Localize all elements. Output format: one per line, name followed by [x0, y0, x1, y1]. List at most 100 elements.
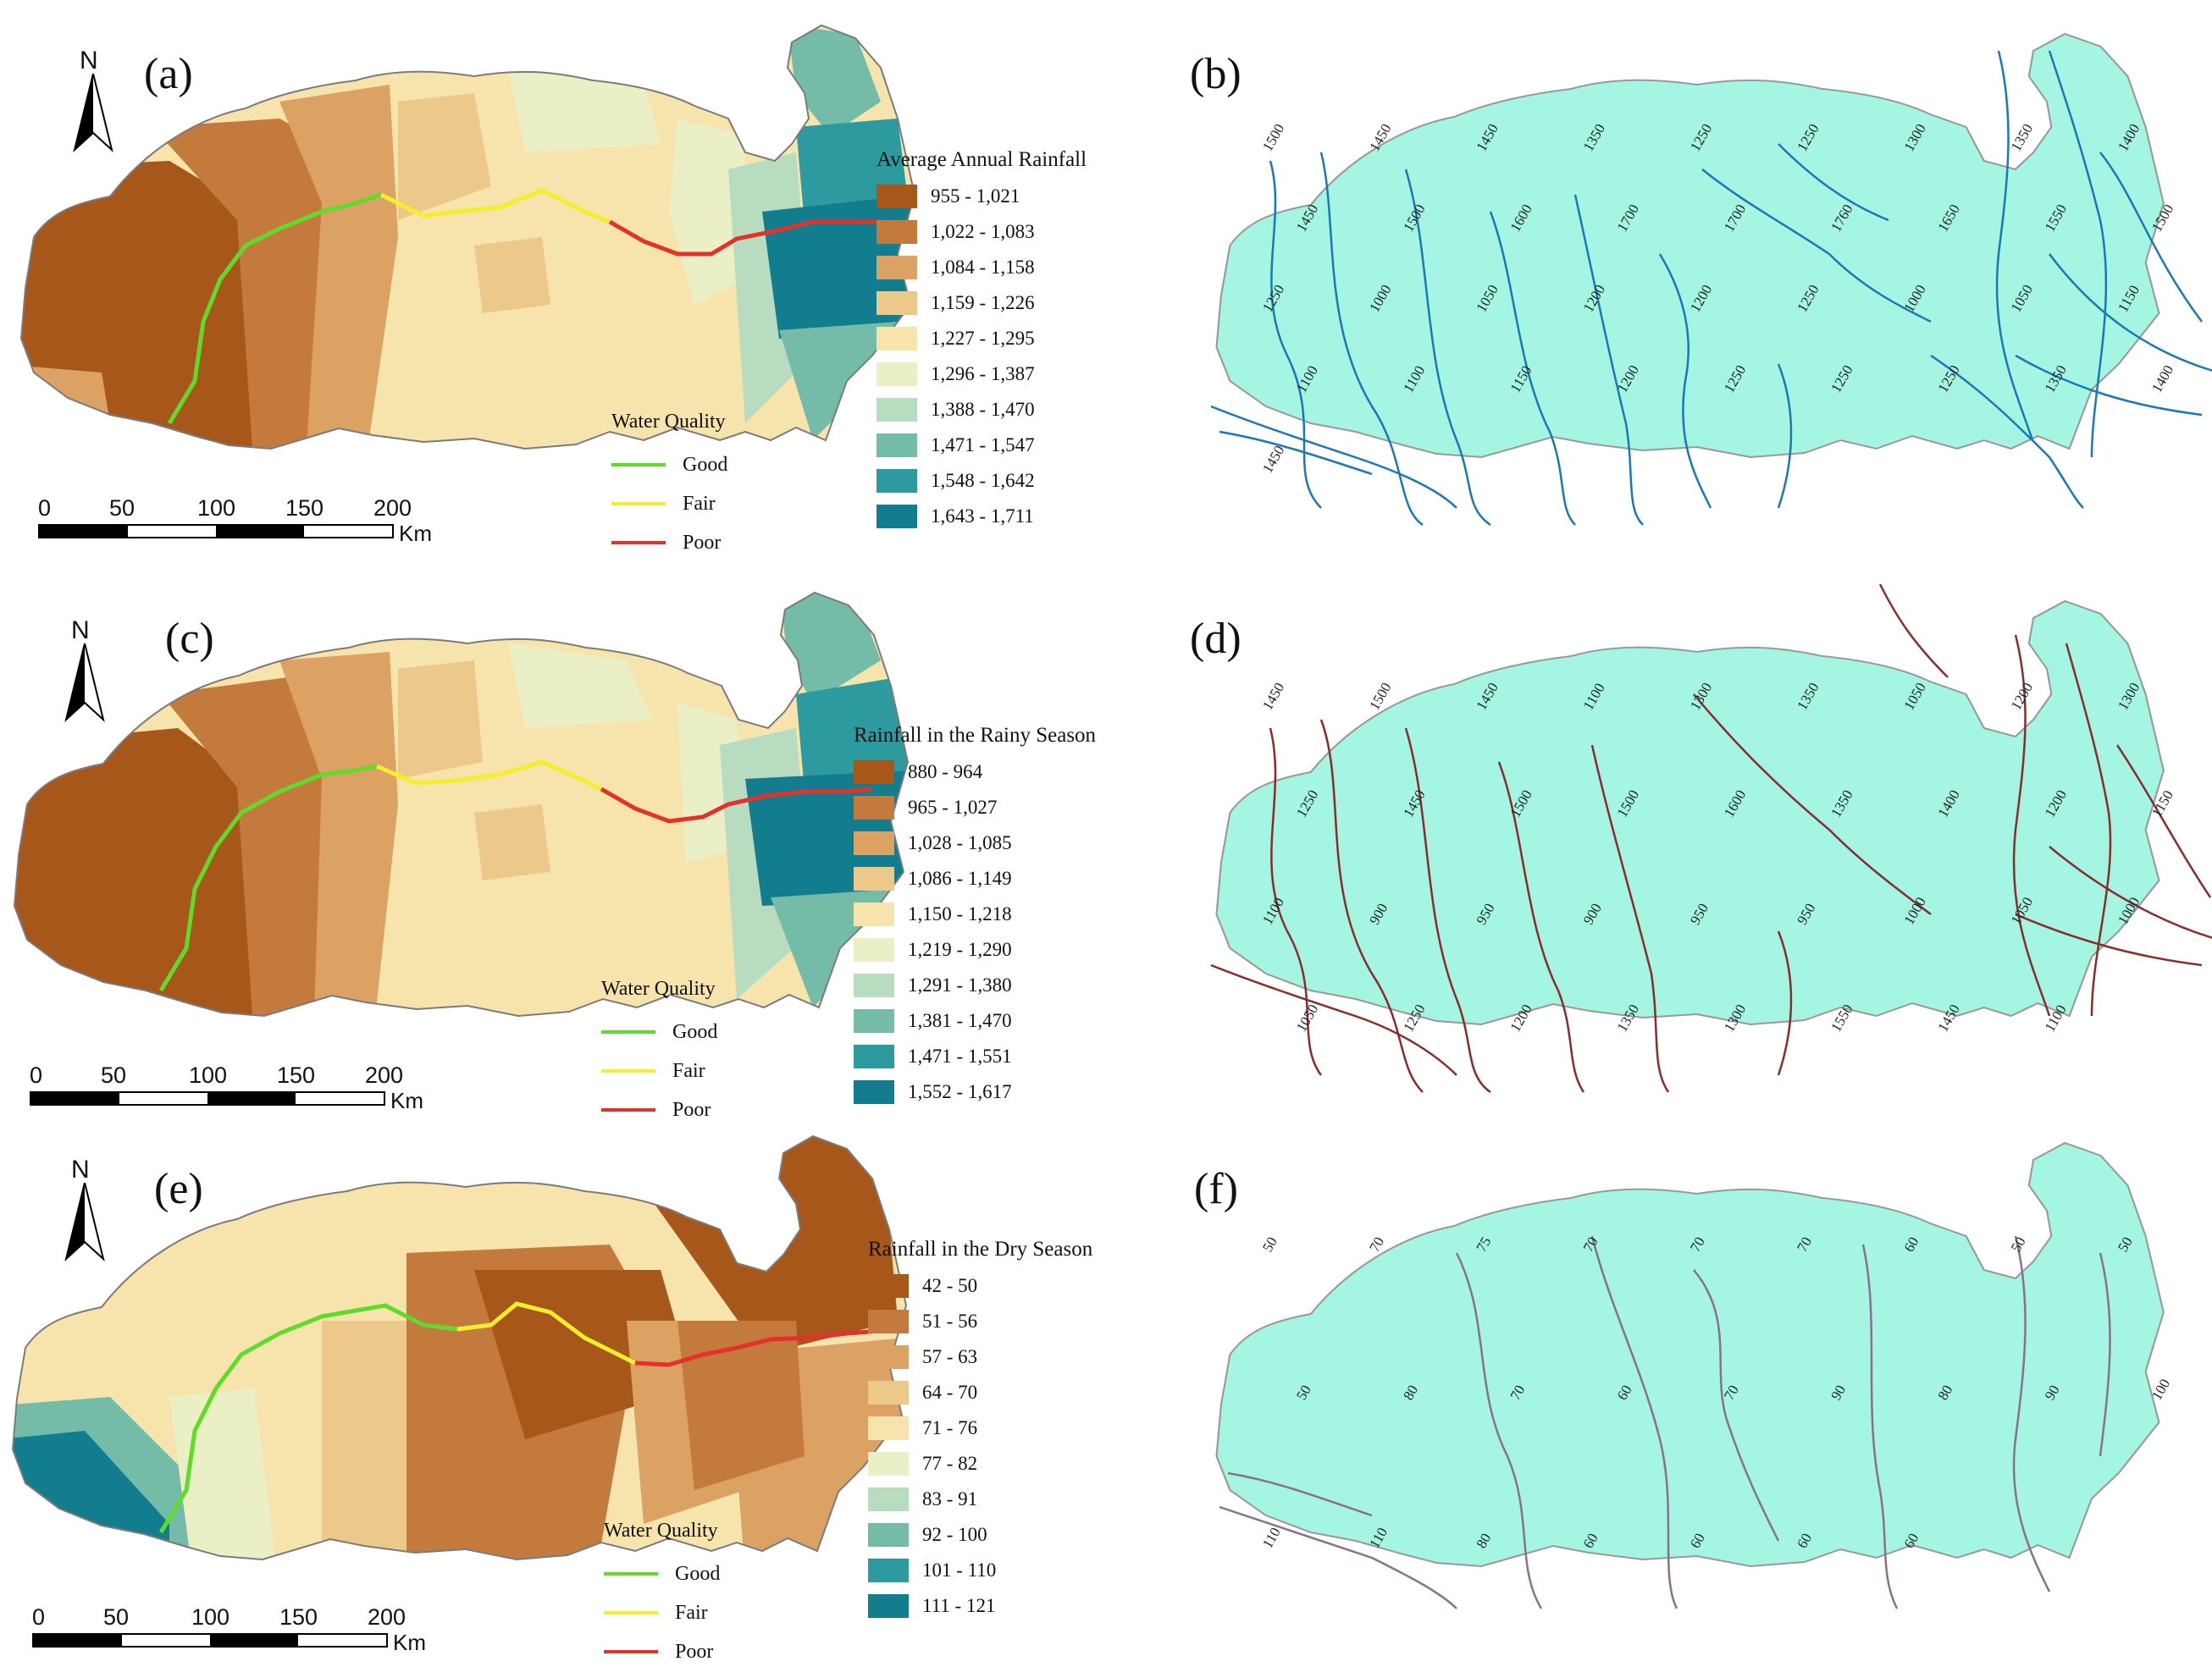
- water-quality-item: Poor: [604, 1632, 720, 1671]
- contour-label: 50: [2008, 1234, 2029, 1255]
- legend-class: 51 - 56: [868, 1304, 1092, 1339]
- legend-class: 1,381 - 1,470: [854, 1003, 1096, 1039]
- north-arrow-a: N: [68, 47, 119, 157]
- water-quality-line: [601, 1069, 655, 1073]
- legend-class-label: 83 - 91: [922, 1488, 978, 1510]
- water-quality-item: Poor: [601, 1090, 717, 1129]
- scale-tick-label: 100: [191, 1604, 230, 1630]
- legend-class: 1,084 - 1,158: [877, 250, 1087, 285]
- water-quality-item: Fair: [611, 484, 727, 523]
- panel-label-e: (e): [154, 1165, 203, 1213]
- water-quality-item: Good: [604, 1554, 720, 1593]
- panel-label-b: (b): [1190, 50, 1241, 98]
- legend-swatch: [868, 1559, 909, 1582]
- legend-class: 101 - 110: [868, 1553, 1092, 1588]
- legend-swatch: [877, 433, 917, 457]
- legend-class-label: 1,159 - 1,226: [931, 292, 1035, 313]
- scale-tick-label: 150: [285, 495, 324, 521]
- legend-class-label: 1,471 - 1,547: [931, 434, 1035, 455]
- water-quality-legend-e: Water Quality Good Fair Poor: [604, 1520, 720, 1671]
- scale-unit-label: Km: [399, 521, 432, 546]
- scale-bar-graphic: [32, 1633, 388, 1648]
- water-quality-item: Good: [601, 1013, 717, 1052]
- legend-swatch: [868, 1416, 909, 1440]
- legend-swatch: [868, 1488, 909, 1511]
- legend-class: 1,388 - 1,470: [877, 392, 1087, 428]
- water-quality-label: Poor: [675, 1640, 714, 1663]
- contour-label: 110: [1259, 1525, 1284, 1551]
- contour-map-f: [1215, 1141, 2165, 1609]
- scale-bar-a: 0 50 100 150 200 Km: [38, 495, 432, 546]
- legend-class: 1,159 - 1,226: [877, 285, 1087, 321]
- legend-class-label: 1,022 - 1,083: [931, 221, 1035, 242]
- scale-unit-label: Km: [390, 1088, 423, 1113]
- legend-class: 1,219 - 1,290: [854, 932, 1096, 968]
- legend-swatch: [877, 185, 917, 208]
- water-quality-item: Poor: [611, 523, 727, 562]
- legend-class-label: 57 - 63: [922, 1346, 978, 1367]
- water-quality-legend-a: Water Quality Good Fair Poor: [611, 411, 727, 562]
- legend-swatch: [868, 1381, 909, 1405]
- water-quality-item: Fair: [601, 1052, 717, 1090]
- choropleth-map-a: [21, 25, 915, 449]
- legend-class: 965 - 1,027: [854, 790, 1096, 825]
- scale-tick-label: 50: [101, 1063, 127, 1088]
- water-quality-label: Good: [675, 1562, 721, 1585]
- scale-tick-label: 200: [368, 1604, 406, 1630]
- north-arrow-e: N: [59, 1156, 110, 1266]
- legend-swatch: [877, 362, 917, 386]
- legend-swatch: [877, 505, 917, 528]
- legend-class: 1,291 - 1,380: [854, 968, 1096, 1003]
- legend-class-label: 1,643 - 1,711: [931, 505, 1034, 527]
- legend-swatch: [854, 796, 894, 820]
- choropleth-map-c: [14, 593, 908, 1016]
- river-good-c: [158, 764, 378, 992]
- legend-swatch: [854, 1080, 894, 1104]
- legend-class: 1,150 - 1,218: [854, 897, 1096, 932]
- legend-class-label: 1,028 - 1,085: [908, 832, 1012, 853]
- legend-class-label: 71 - 76: [922, 1417, 978, 1438]
- panel-label-a: (a): [144, 50, 193, 98]
- legend-class: 1,548 - 1,642: [877, 463, 1087, 499]
- legend-swatch: [854, 974, 894, 997]
- scale-tick-label: 100: [189, 1063, 228, 1088]
- legend-title-e: Rainfall in the Dry Season: [868, 1238, 1093, 1261]
- legend-swatch: [854, 1009, 894, 1033]
- legend-class-label: 101 - 110: [922, 1559, 997, 1581]
- legend-swatch: [854, 938, 894, 962]
- panel-label-f: (f): [1194, 1165, 1238, 1213]
- legend-class-label: 77 - 82: [922, 1453, 978, 1474]
- legend-class: 1,471 - 1,547: [877, 428, 1087, 463]
- legend-class-label: 1,084 - 1,158: [931, 257, 1035, 278]
- contour-label: 1500: [1259, 121, 1287, 154]
- legend-class-label: 880 - 964: [908, 761, 983, 782]
- scale-unit-label: Km: [393, 1630, 426, 1655]
- contour-map-d: [1210, 583, 2212, 1094]
- legend-swatch: [854, 902, 894, 926]
- water-quality-label: Fair: [672, 1059, 705, 1082]
- choropleth-map-e: [13, 1136, 906, 1559]
- scale-bar-c: 0 50 100 150 200 Km: [30, 1063, 423, 1113]
- contour-label: 1450: [1259, 443, 1287, 476]
- legend-swatch: [877, 398, 917, 422]
- water-quality-label: Fair: [683, 492, 716, 515]
- water-quality-line: [604, 1611, 658, 1615]
- legend-swatch: [854, 831, 894, 855]
- legend-swatch: [854, 867, 894, 891]
- water-quality-label: Good: [683, 453, 728, 476]
- legend-swatch: [868, 1310, 909, 1333]
- legend-class-label: 1,548 - 1,642: [931, 470, 1035, 491]
- legend-class: 1,471 - 1,551: [854, 1039, 1096, 1074]
- river-poor-c: [600, 787, 873, 824]
- contour-label: 1450: [1259, 680, 1287, 713]
- legend-class: 111 - 121: [868, 1588, 1092, 1624]
- river-poor-e: [634, 1328, 882, 1367]
- legend-class: 955 - 1,021: [877, 179, 1087, 214]
- scale-tick-label: 100: [197, 495, 236, 521]
- river-fair-e: [456, 1301, 637, 1366]
- scale-tick-label: 150: [277, 1063, 316, 1088]
- scale-tick-label: 200: [365, 1063, 404, 1088]
- water-quality-line: [601, 1030, 655, 1034]
- rainfall-legend-a: Average Annual Rainfall 955 - 1,021 1,022…: [877, 148, 1087, 534]
- legend-class-label: 1,471 - 1,551: [908, 1046, 1012, 1067]
